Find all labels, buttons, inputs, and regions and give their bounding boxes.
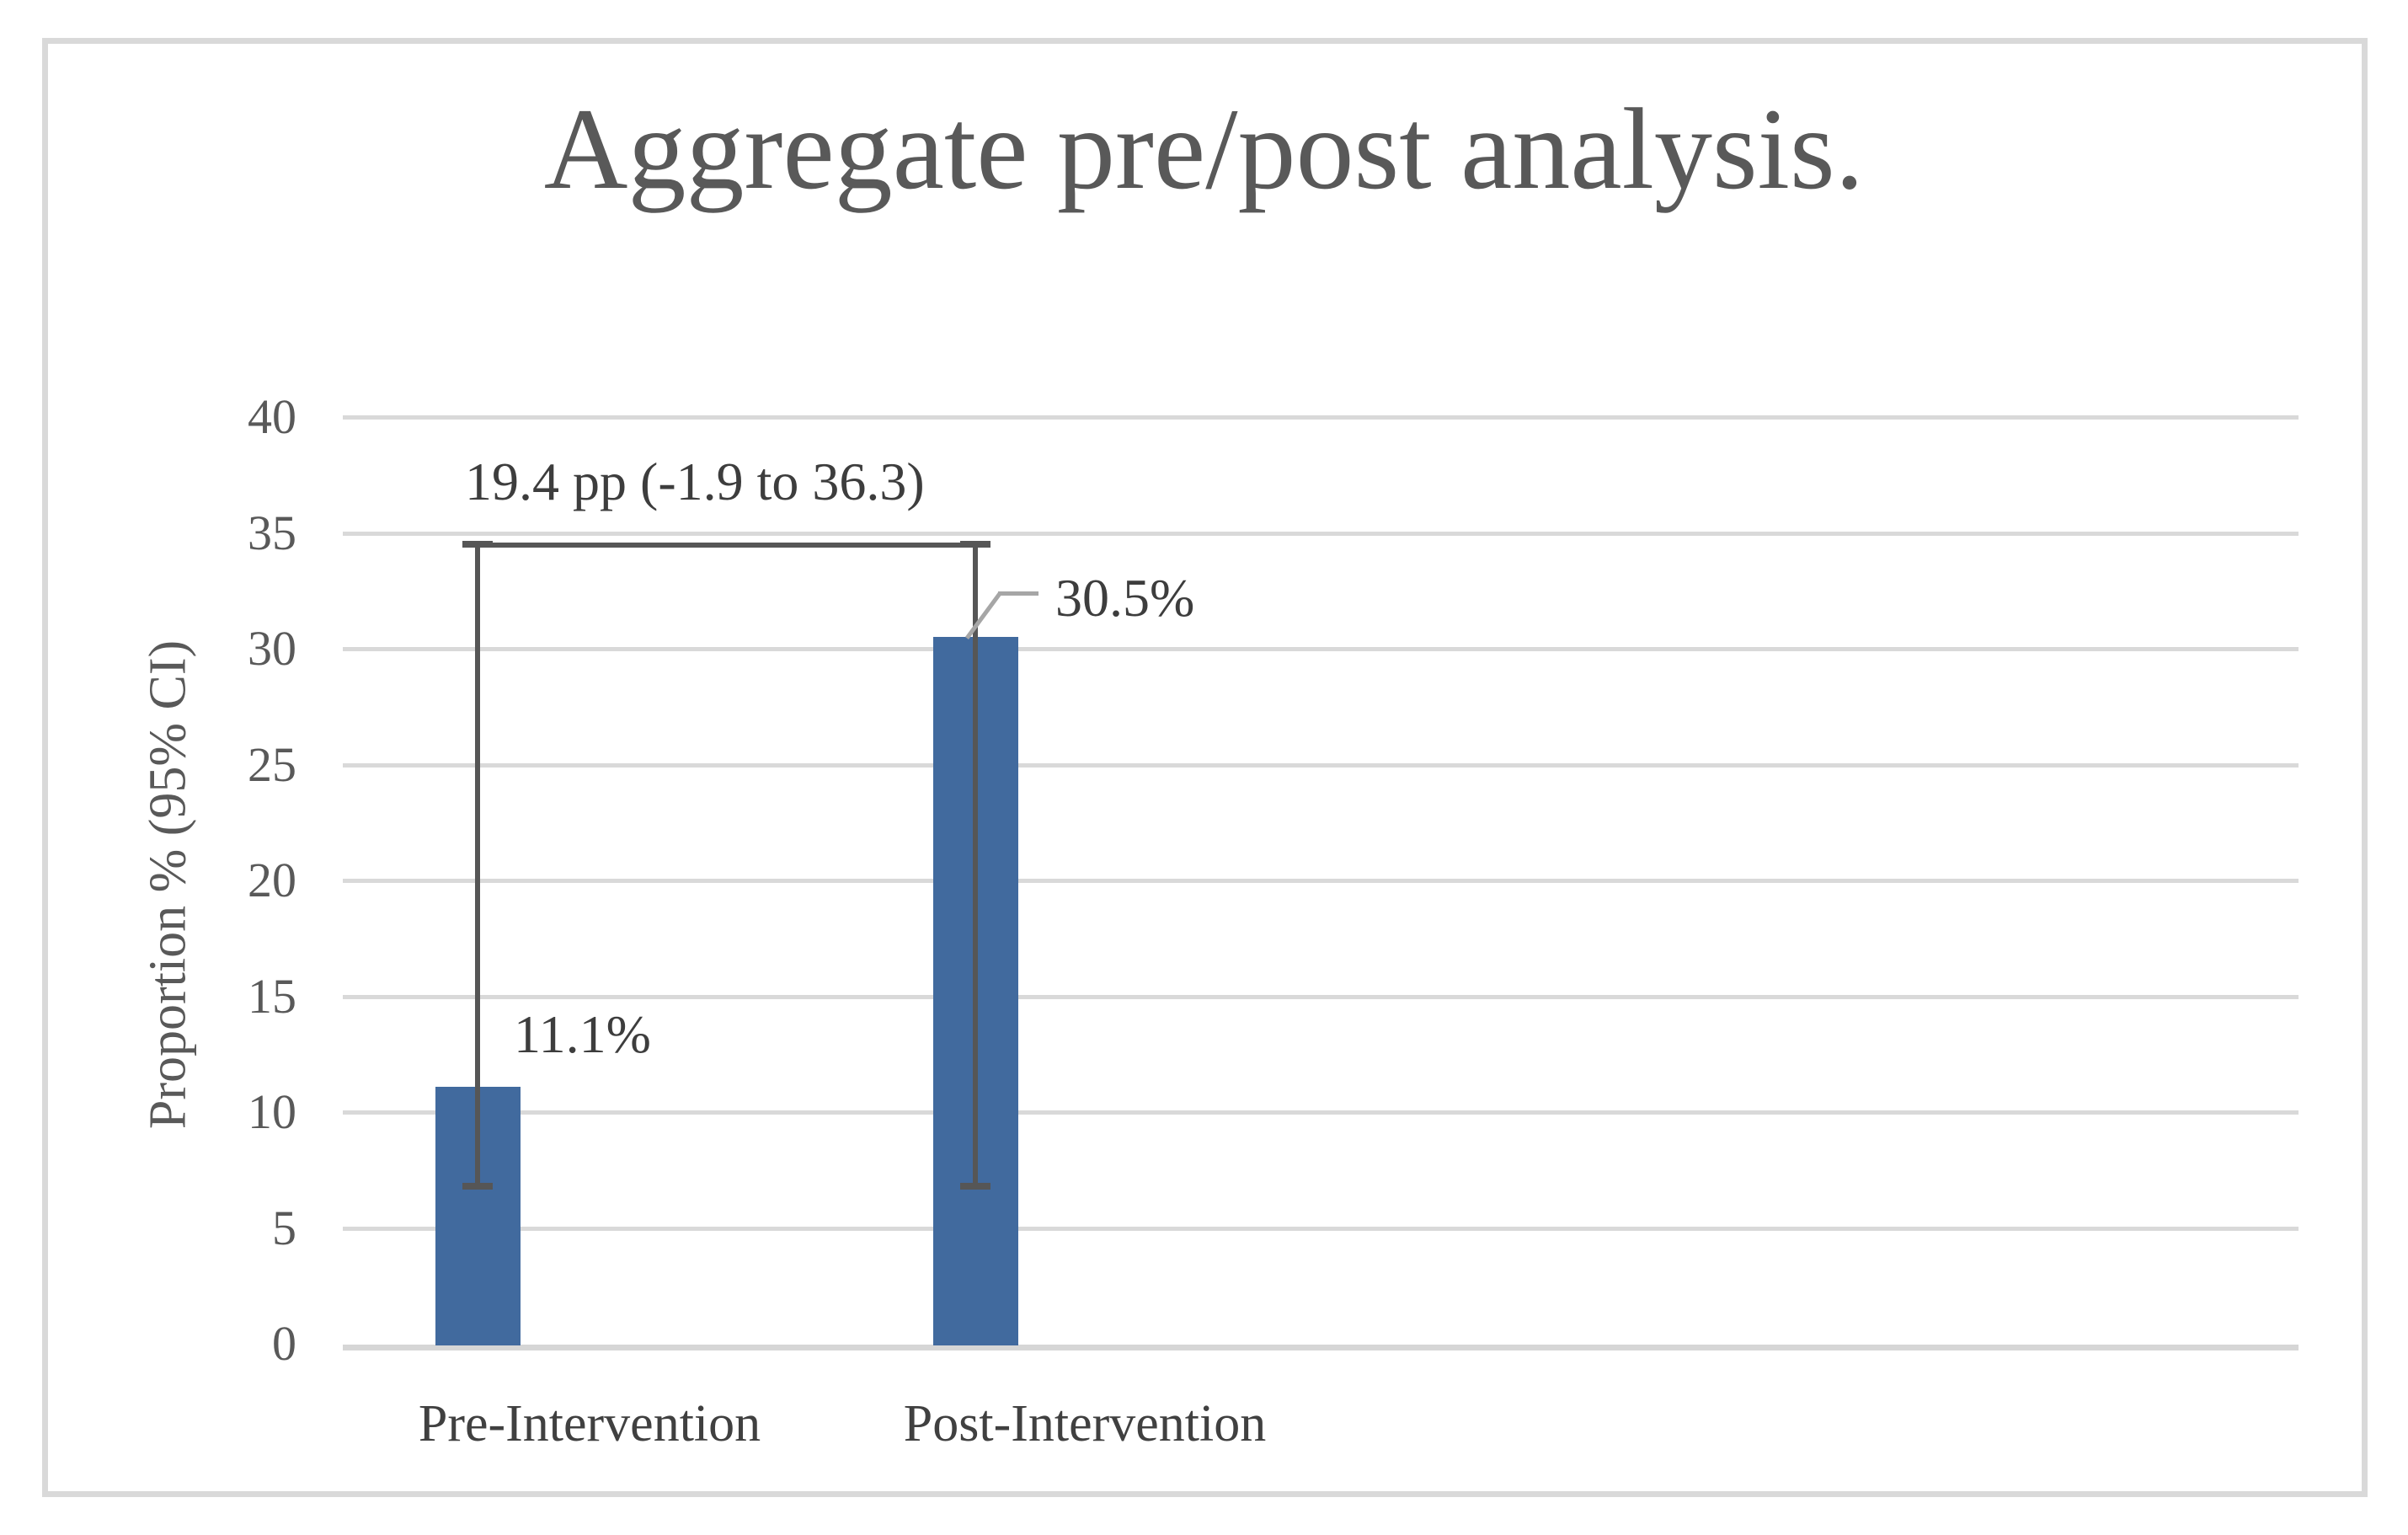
gridline-25 [343, 762, 2299, 768]
error-bar-vertical-pre [475, 543, 480, 1190]
chart-title: Aggregate pre/post analysis. [543, 84, 1865, 213]
y-tick-label-35: 35 [248, 505, 296, 560]
y-tick-label-0: 0 [272, 1316, 296, 1371]
y-tick-label-15: 15 [248, 968, 296, 1024]
gridline-40 [343, 415, 2299, 420]
gridline-35 [343, 531, 2299, 536]
chart-border-frame [42, 38, 2368, 1497]
error-bar-vertical-post [973, 543, 978, 1190]
gridline-5 [343, 1226, 2299, 1231]
y-tick-label-30: 30 [248, 621, 296, 676]
y-tick-label-10: 10 [248, 1084, 296, 1139]
data-label-post: 30.5% [1055, 568, 1195, 628]
difference-bracket-line [462, 543, 990, 548]
y-tick-label-25: 25 [248, 736, 296, 792]
error-bar-bottom-cap-pre [462, 1183, 493, 1190]
y-tick-label-40: 40 [248, 389, 296, 444]
data-label-pre: 11.1% [514, 1004, 651, 1064]
x-axis-label-post-intervention: Post-Intervention [903, 1395, 1267, 1452]
gridline-15 [343, 994, 2299, 999]
gridline-10 [343, 1110, 2299, 1115]
x-axis-label-pre-intervention: Pre-Intervention [418, 1395, 761, 1452]
gridline-30 [343, 647, 2299, 651]
gridline-20 [343, 879, 2299, 883]
data-label-leader-horizontal [998, 591, 1038, 596]
x-axis-line [343, 1345, 2299, 1350]
y-tick-label-20: 20 [248, 853, 296, 907]
error-bar-bottom-cap-post [960, 1183, 990, 1190]
difference-ci-annotation: 19.4 pp (-1.9 to 36.3) [465, 452, 925, 511]
y-tick-label-5: 5 [272, 1200, 296, 1255]
error-bar-top-cap-pre [462, 541, 493, 548]
error-bar-top-cap-post [960, 541, 990, 548]
